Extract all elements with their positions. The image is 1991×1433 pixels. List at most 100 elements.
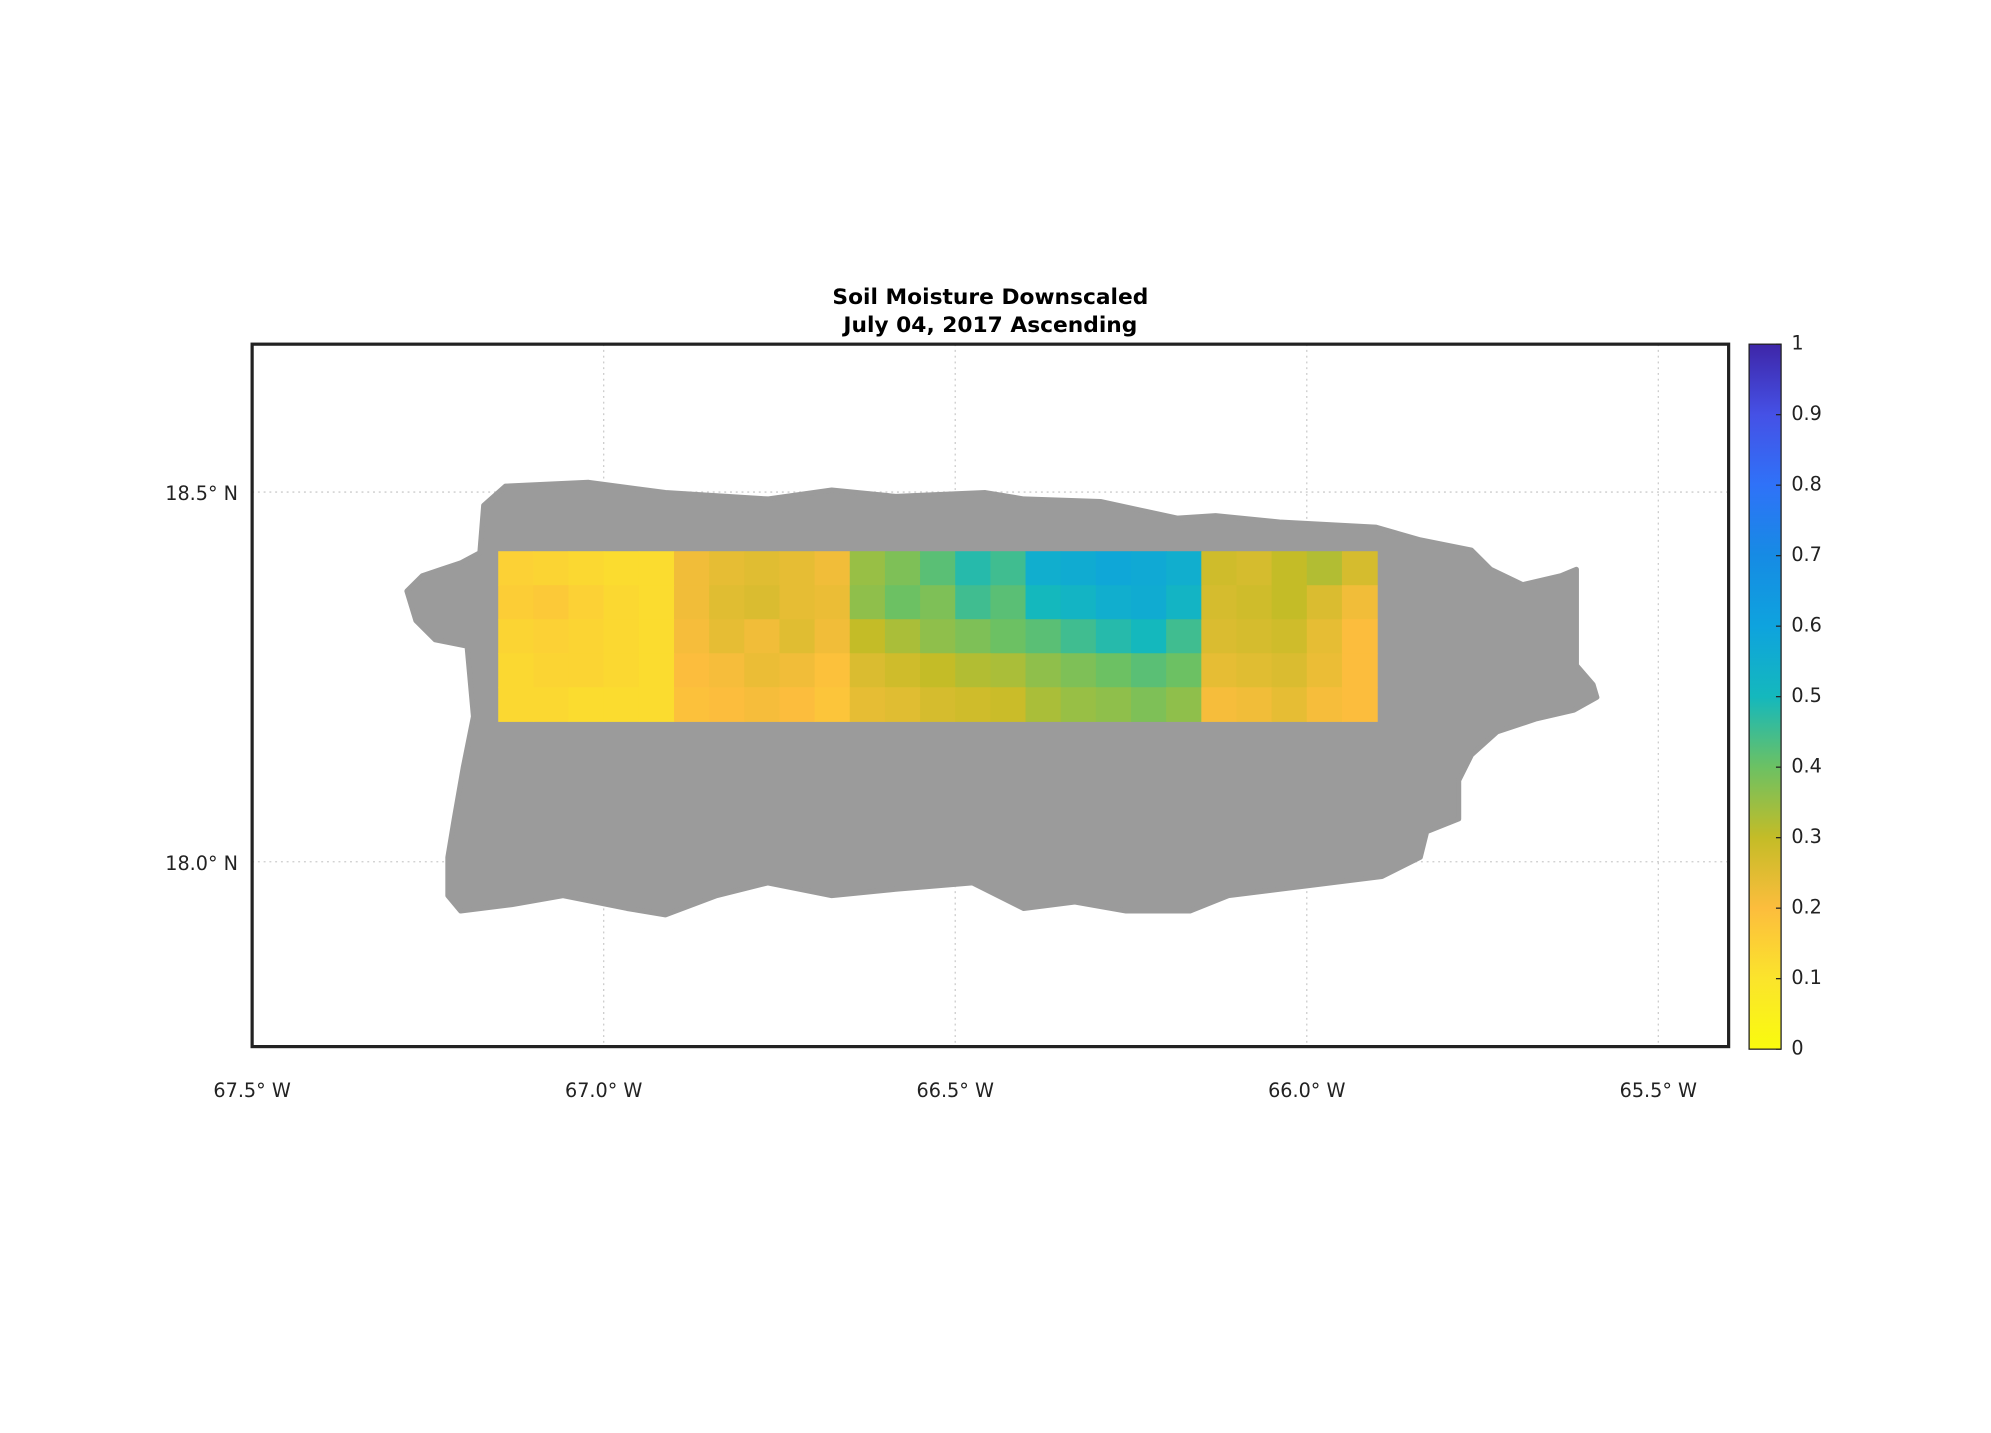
heatmap-cell: [955, 551, 992, 586]
heatmap-cell: [1341, 585, 1378, 620]
heatmap-cell: [533, 585, 570, 620]
heatmap-cell: [603, 653, 640, 688]
x-tick-label: 67.0° W: [565, 1079, 642, 1102]
heatmap-cell: [533, 653, 570, 688]
heatmap-cell: [1131, 551, 1167, 586]
heatmap-cell: [603, 551, 640, 586]
colorbar-tick-label: 0.4: [1791, 755, 1822, 778]
heatmap-cell: [603, 687, 640, 722]
heatmap-cell: [990, 653, 1027, 688]
heatmap-cell: [638, 585, 675, 620]
heatmap-cell: [1060, 619, 1097, 654]
y-tick-label: 18.0° N: [165, 852, 238, 875]
heatmap-cell: [849, 619, 886, 654]
heatmap-cell: [1095, 687, 1132, 722]
heatmap-cell: [779, 687, 816, 722]
heatmap-cell: [709, 687, 745, 722]
heatmap-cell: [884, 551, 921, 586]
heatmap-cell: [884, 585, 921, 620]
heatmap-cell: [568, 687, 605, 722]
heatmap-cell: [990, 619, 1027, 654]
heatmap-cell: [1306, 551, 1343, 586]
colorbar-tick-label: 0: [1791, 1037, 1803, 1060]
heatmap-cell: [1166, 687, 1202, 722]
heatmap-cell: [814, 653, 851, 688]
heatmap-cell: [1025, 687, 1062, 722]
chart-subtitle: July 04, 2017 Ascending: [841, 313, 1137, 338]
heatmap-cell: [744, 619, 781, 654]
heatmap-cell: [1166, 585, 1202, 620]
heatmap-cell: [498, 619, 535, 654]
heatmap-cell: [1060, 653, 1097, 688]
heatmap-cell: [673, 619, 710, 654]
heatmap-cell: [1306, 619, 1343, 654]
heatmap-cell: [920, 619, 956, 654]
heatmap-cell: [955, 653, 992, 688]
heatmap-cell: [709, 653, 745, 688]
heatmap-cell: [1201, 619, 1238, 654]
heatmap-cell: [638, 687, 675, 722]
heatmap-cell: [814, 585, 851, 620]
x-tick-label: 66.5° W: [917, 1079, 994, 1102]
heatmap-cell: [779, 551, 816, 586]
heatmap-cell: [1341, 687, 1378, 722]
heatmap-cell: [744, 653, 781, 688]
heatmap-cell: [1095, 551, 1132, 586]
colorbar-tick-label: 1: [1791, 332, 1803, 355]
heatmap-cell: [1236, 687, 1273, 722]
heatmap-cell: [1271, 585, 1308, 620]
colorbar-tick-label: 0.1: [1791, 966, 1822, 989]
heatmap-cell: [990, 551, 1027, 586]
heatmap-cell: [1025, 619, 1062, 654]
heatmap-cell: [955, 687, 992, 722]
colorbar-tick-label: 0.9: [1791, 402, 1822, 425]
heatmap: [498, 551, 1378, 722]
heatmap-cell: [638, 619, 675, 654]
heatmap-cell: [568, 653, 605, 688]
heatmap-cell: [673, 653, 710, 688]
heatmap-cell: [814, 687, 851, 722]
heatmap-cell: [849, 551, 886, 586]
heatmap-cell: [1166, 551, 1202, 586]
heatmap-cell: [498, 551, 535, 586]
heatmap-cell: [814, 551, 851, 586]
heatmap-cell: [955, 585, 992, 620]
colorbar-tick-label: 0.6: [1791, 614, 1822, 637]
heatmap-cell: [498, 653, 535, 688]
heatmap-cell: [673, 585, 710, 620]
heatmap-cell: [638, 551, 675, 586]
heatmap-cell: [884, 619, 921, 654]
heatmap-cell: [603, 585, 640, 620]
heatmap-cell: [1341, 653, 1378, 688]
heatmap-cell: [990, 585, 1027, 620]
heatmap-cell: [1095, 619, 1132, 654]
heatmap-cell: [1060, 551, 1097, 586]
colorbar-tick-label: 0.8: [1791, 473, 1822, 496]
heatmap-cell: [498, 687, 535, 722]
colorbar-tick-label: 0.3: [1791, 825, 1822, 848]
heatmap-cell: [1271, 551, 1308, 586]
heatmap-cell: [920, 687, 956, 722]
heatmap-cell: [1025, 585, 1062, 620]
heatmap-cell: [568, 551, 605, 586]
heatmap-cell: [955, 619, 992, 654]
heatmap-cell: [990, 687, 1027, 722]
heatmap-cell: [849, 653, 886, 688]
heatmap-cell: [568, 619, 605, 654]
colorbar: [1748, 343, 1782, 1050]
heatmap-cell: [1236, 653, 1273, 688]
heatmap-cell: [709, 619, 745, 654]
heatmap-cell: [779, 585, 816, 620]
heatmap-cell: [603, 619, 640, 654]
heatmap-cell: [638, 653, 675, 688]
x-tick-label: 67.5° W: [213, 1079, 290, 1102]
x-tick-label: 66.0° W: [1268, 1079, 1345, 1102]
heatmap-cell: [1166, 653, 1202, 688]
heatmap-cell: [533, 619, 570, 654]
heatmap-cell: [1306, 687, 1343, 722]
heatmap-cell: [920, 653, 956, 688]
heatmap-cell: [1271, 653, 1308, 688]
heatmap-cell: [1095, 653, 1132, 688]
